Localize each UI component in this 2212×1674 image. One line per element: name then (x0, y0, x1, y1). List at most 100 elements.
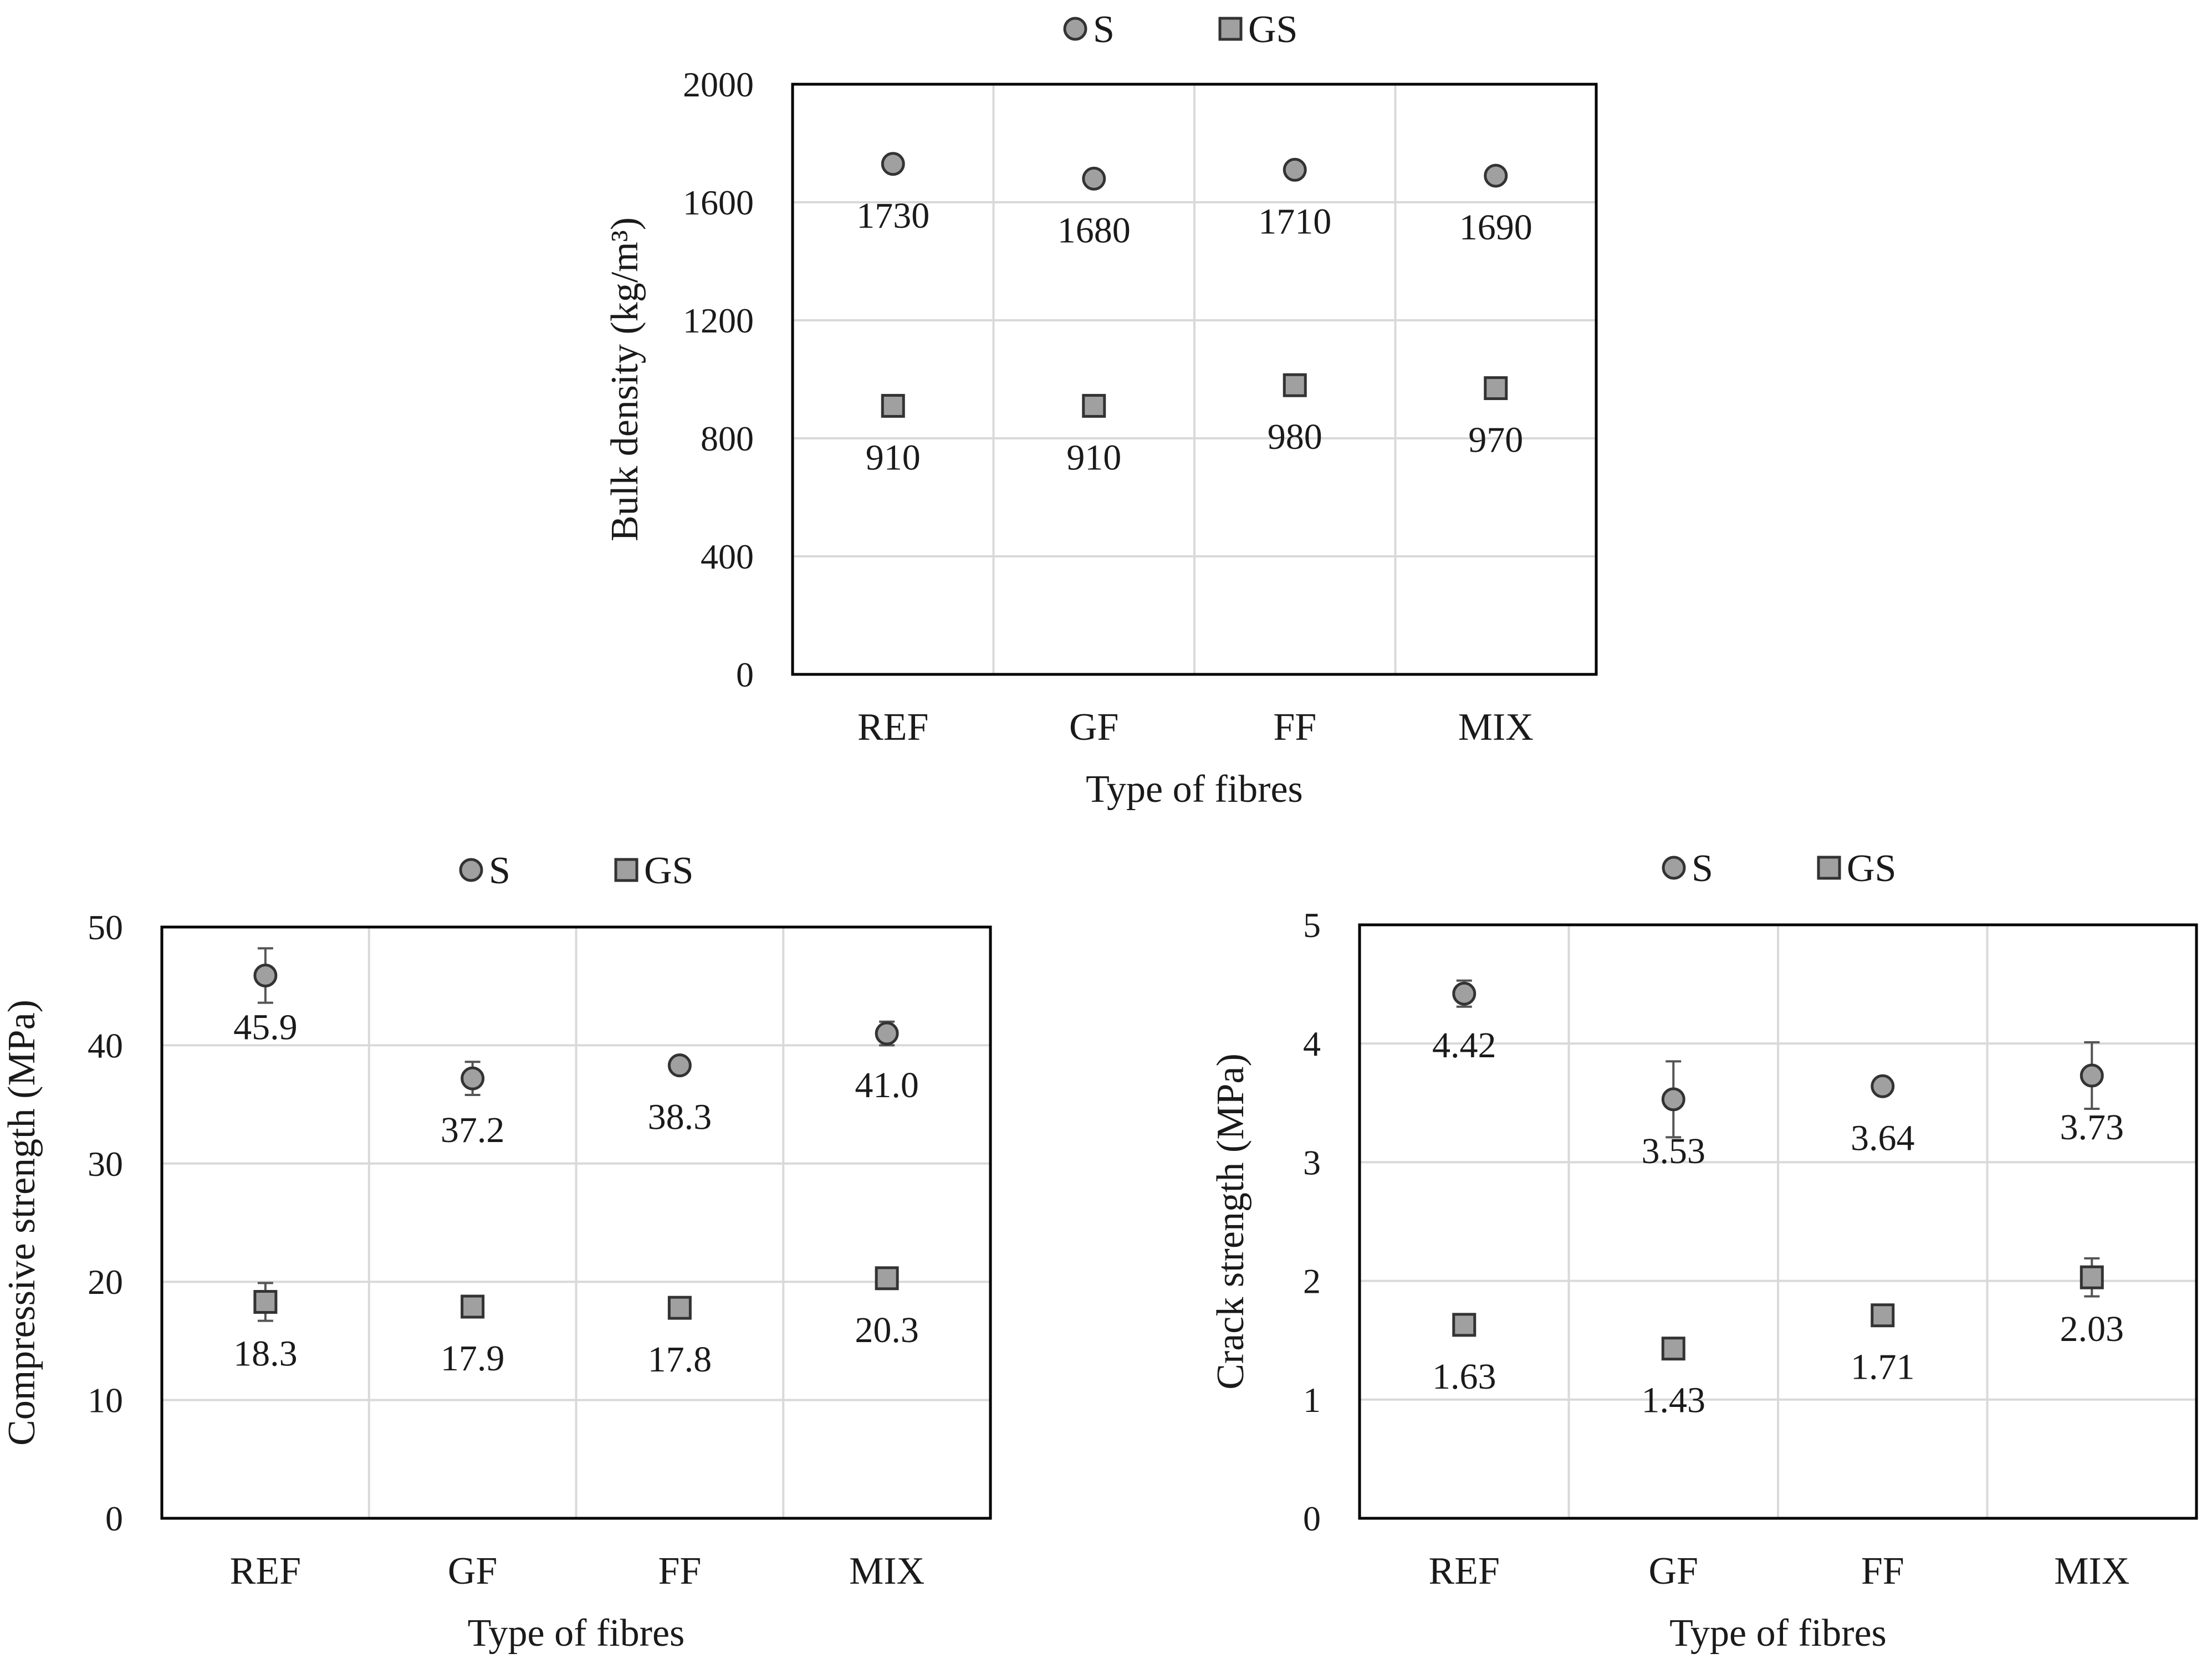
data-point-s-gf (1082, 166, 1106, 191)
data-point-gs-gf (461, 1294, 485, 1319)
x-category-label: GF (448, 1550, 497, 1593)
y-tick-label: 0 (1303, 1499, 1321, 1538)
data-point-s-ff (667, 1053, 692, 1078)
legend-marker-s (1063, 17, 1087, 41)
legend-marker-s (459, 858, 483, 882)
data-point-gs-mix (875, 1266, 899, 1291)
data-point-s-ff (1283, 157, 1307, 182)
legend-marker-s (1662, 856, 1686, 880)
data-point-s-ff (1871, 1074, 1895, 1098)
y-tick-label: 20 (88, 1262, 123, 1302)
data-point-s-ref (881, 152, 905, 176)
data-label: 910 (1066, 437, 1121, 478)
data-point-gs-ff (1871, 1303, 1895, 1328)
y-tick-label: 4 (1303, 1024, 1321, 1063)
legend-marker-gs (614, 858, 638, 882)
y-tick-label: 5 (1303, 905, 1321, 945)
data-point-s-gf (1661, 1087, 1685, 1112)
data-label: 1680 (1058, 210, 1131, 250)
crack-strength-chart: 0 1 2 3 4 5 REF GF FF MIX Type of fibres Crack stre… (1209, 847, 2198, 1655)
y-tick-label: 3 (1303, 1143, 1321, 1182)
y-tick-label: 10 (88, 1381, 123, 1420)
data-label: 2.03 (2060, 1309, 2124, 1349)
legend-marker-gs (1817, 856, 1841, 880)
y-tick-label: 2000 (683, 65, 754, 104)
legend-label: GS (1847, 847, 1896, 890)
x-category-label: MIX (1458, 706, 1534, 749)
data-label: 17.8 (648, 1339, 712, 1380)
x-category-label: REF (1429, 1550, 1500, 1593)
data-label: 1.63 (1432, 1356, 1496, 1397)
bulk-density-chart: 0 400 800 1200 1600 2000 REF GF FF MIX Type of fib… (604, 8, 1598, 811)
y-tick-label: 0 (736, 655, 754, 694)
plot-frame (160, 925, 992, 1520)
x-category-label: FF (658, 1550, 701, 1593)
legend-label: GS (1248, 8, 1297, 51)
data-label: 1690 (1459, 207, 1532, 248)
data-label: 38.3 (648, 1097, 712, 1138)
data-label: 37.2 (441, 1110, 505, 1150)
data-label: 17.9 (441, 1338, 505, 1379)
data-label: 970 (1468, 419, 1523, 460)
x-axis-title: Type of fibres (1086, 768, 1303, 811)
data-label: 910 (866, 437, 921, 478)
x-category-label: MIX (849, 1550, 924, 1593)
y-tick-label: 800 (701, 419, 754, 458)
data-label: 3.73 (2060, 1107, 2124, 1148)
y-tick-label: 400 (701, 537, 754, 576)
data-label: 41.0 (855, 1065, 919, 1105)
y-tick-label: 1200 (683, 301, 754, 340)
y-tick-label: 2 (1303, 1262, 1321, 1301)
data-label: 1730 (856, 196, 929, 236)
x-category-label: GF (1069, 706, 1118, 749)
compressive-strength-chart: 0 10 20 30 40 50 REF GF FF MIX Type of fibres Compr… (1, 849, 992, 1655)
x-category-label: MIX (2054, 1550, 2129, 1593)
legend-marker-gs (1218, 17, 1243, 41)
data-point-gs-mix (2080, 1265, 2104, 1289)
data-point-s-mix (1484, 163, 1508, 188)
data-label: 1.43 (1642, 1380, 1706, 1421)
data-point-gs-ff (1283, 373, 1307, 397)
x-category-label: REF (230, 1550, 301, 1593)
y-axis-title: Bulk density (kg/m³) (604, 217, 646, 541)
y-tick-label: 0 (105, 1499, 123, 1538)
data-point-s-mix (2080, 1063, 2104, 1088)
legend-label: GS (644, 849, 693, 892)
x-category-label: REF (857, 706, 928, 749)
y-axis-title: Compressive strength (MPa) (1, 1000, 43, 1446)
data-label: 3.53 (1642, 1131, 1706, 1171)
data-label: 20.3 (855, 1310, 919, 1350)
y-tick-label: 30 (88, 1144, 123, 1184)
y-axis-title: Crack strength (MPa) (1209, 1053, 1252, 1390)
data-point-s-ref (253, 963, 278, 987)
y-tick-label: 50 (88, 908, 123, 947)
y-tick-label: 1600 (683, 183, 754, 222)
plot-frame (791, 83, 1598, 676)
x-category-label: FF (1273, 706, 1316, 749)
x-axis-title: Type of fibres (1669, 1612, 1887, 1655)
data-point-gs-ref (253, 1289, 278, 1314)
x-axis-title: Type of fibres (468, 1612, 685, 1655)
legend: S GS (1662, 847, 1896, 890)
y-tick-label: 1 (1303, 1380, 1321, 1420)
data-point-gs-gf (1082, 393, 1106, 418)
legend-label: S (1093, 8, 1115, 51)
data-point-gs-ff (667, 1296, 692, 1320)
data-label: 18.3 (233, 1333, 298, 1374)
data-point-s-mix (875, 1021, 899, 1046)
legend: S GS (1063, 8, 1297, 51)
data-point-s-ref (1452, 981, 1477, 1006)
data-label: 3.64 (1851, 1118, 1915, 1158)
data-point-gs-mix (1484, 376, 1508, 400)
data-label: 45.9 (233, 1007, 298, 1047)
y-tick-label: 40 (88, 1026, 123, 1065)
legend-label: S (489, 849, 510, 892)
data-label: 980 (1268, 417, 1322, 457)
legend: S GS (459, 849, 693, 892)
data-label: 1710 (1258, 201, 1331, 242)
data-label: 1.71 (1851, 1347, 1915, 1388)
plot-frame (1358, 923, 2198, 1520)
data-point-gs-ref (1452, 1313, 1477, 1337)
